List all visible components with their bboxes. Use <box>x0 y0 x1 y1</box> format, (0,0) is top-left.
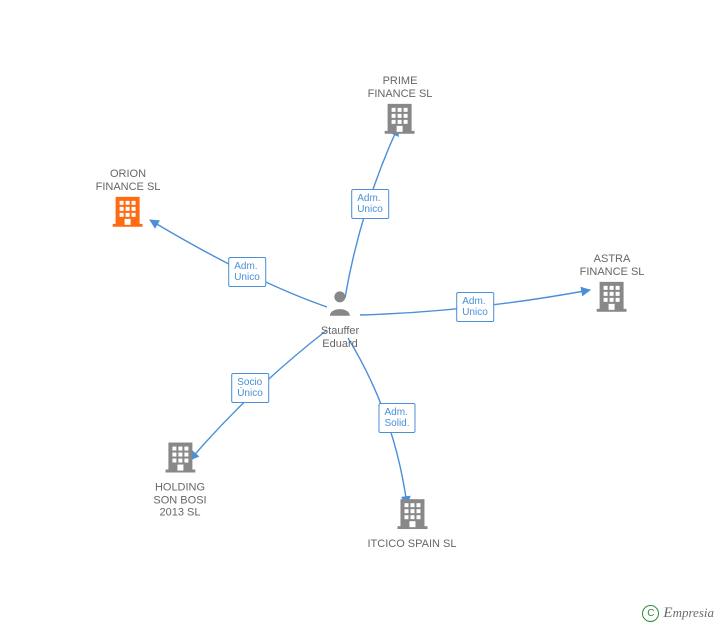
edge-label-holding: Socio Único <box>231 373 269 403</box>
building-icon <box>397 497 427 529</box>
building-icon <box>113 195 143 227</box>
node-label: PRIME FINANCE SL <box>368 75 433 100</box>
center-node-person: Stauffer Eduard <box>321 290 359 350</box>
node-label: Stauffer Eduard <box>321 325 359 350</box>
node-astra: ASTRA FINANCE SL <box>580 253 645 317</box>
node-label: ITCICO SPAIN SL <box>367 538 456 551</box>
node-itcico: ITCICO SPAIN SL <box>367 497 456 551</box>
copyright-symbol: C <box>647 609 654 619</box>
node-label: ASTRA FINANCE SL <box>580 253 645 278</box>
edge-label-orion: Adm. Unico <box>228 257 266 287</box>
watermark: C Empresia <box>642 605 714 622</box>
edge-label-itcico: Adm. Solid. <box>378 403 415 433</box>
copyright-icon: C <box>642 605 659 622</box>
building-icon <box>96 195 161 232</box>
watermark-text: Empresia <box>663 605 714 622</box>
building-icon <box>580 280 645 317</box>
building-icon <box>153 441 206 478</box>
edge-label-astra: Adm. Unico <box>456 292 494 322</box>
person-icon <box>329 290 351 316</box>
node-label: ORION FINANCE SL <box>96 168 161 193</box>
building-icon <box>165 441 195 473</box>
building-icon <box>368 102 433 139</box>
person-icon <box>321 290 359 321</box>
building-icon <box>385 102 415 134</box>
node-orion: ORION FINANCE SL <box>96 168 161 232</box>
node-holding: HOLDING SON BOSI 2013 SL <box>153 441 206 520</box>
building-icon <box>597 280 627 312</box>
node-prime: PRIME FINANCE SL <box>368 75 433 139</box>
node-label: HOLDING SON BOSI 2013 SL <box>153 482 206 520</box>
building-icon <box>367 497 456 534</box>
diagram-canvas: Stauffer Eduard ORION FINANCE SL PRIME FI… <box>0 0 728 630</box>
edge-label-prime: Adm. Unico <box>351 189 389 219</box>
